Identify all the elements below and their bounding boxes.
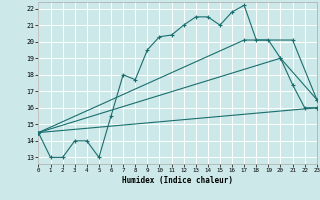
X-axis label: Humidex (Indice chaleur): Humidex (Indice chaleur) — [122, 176, 233, 185]
